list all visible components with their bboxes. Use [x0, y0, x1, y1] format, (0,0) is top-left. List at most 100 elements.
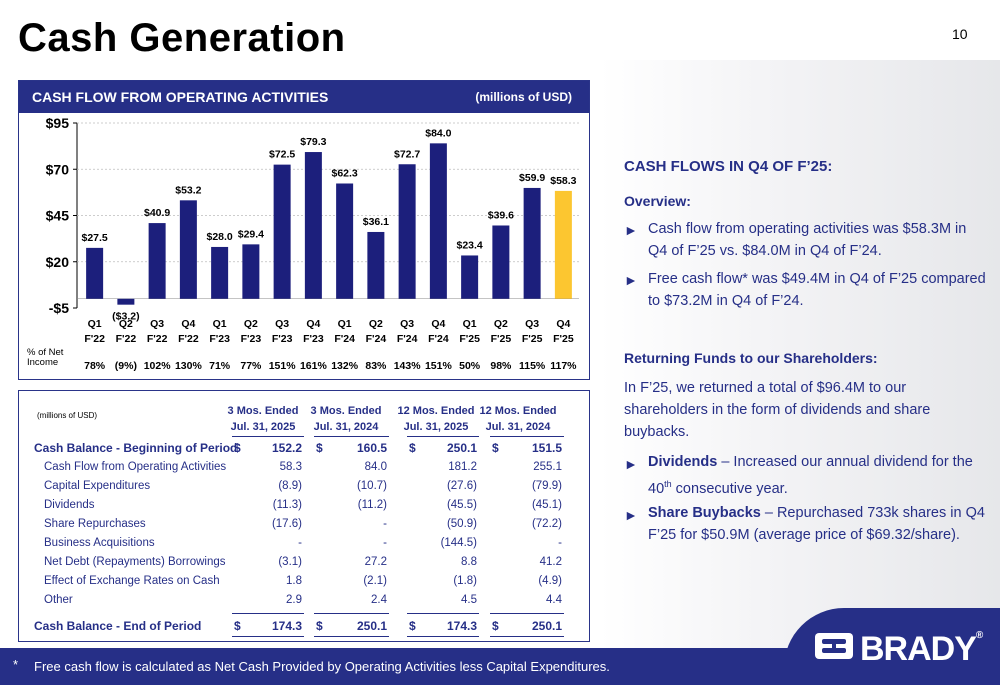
pct-net-income-value: 50%: [459, 360, 481, 372]
table-cell-value: (1.8): [453, 575, 477, 587]
bar-value-label: $62.3: [331, 167, 357, 179]
table-cell-value: 152.2: [271, 441, 302, 455]
pct-net-income-value: (9%): [115, 360, 137, 372]
table-row-label: Cash Flow from Operating Activities: [44, 461, 227, 473]
column-header-line2: Jul. 31, 2024: [485, 421, 551, 433]
x-tick-label: Q1: [88, 318, 102, 330]
x-tick-label: Q4: [306, 318, 320, 330]
dollar-sign: $: [409, 619, 416, 633]
table-cell-value: 160.5: [356, 441, 387, 455]
right-heading: CASH FLOWS IN Q4 OF F’25:: [624, 158, 833, 175]
table-cell-value: (10.7): [356, 480, 387, 492]
bar-value-label: ($3.2): [112, 311, 139, 323]
dividends-sup: th: [664, 479, 672, 489]
brady-logo-text: BRADY®: [860, 630, 983, 669]
column-header-line2: Jul. 31, 2024: [313, 421, 379, 433]
table-cell-value: 27.2: [364, 556, 387, 568]
x-tick-label: F'23: [272, 333, 293, 345]
table-cell-value: (50.9): [446, 518, 477, 530]
column-header-line2: Jul. 31, 2025: [403, 421, 469, 433]
bar-value-label: $36.1: [363, 216, 389, 228]
x-tick-label: Q4: [181, 318, 195, 330]
x-tick-label: F'24: [397, 333, 418, 345]
total-double-underline: [314, 636, 389, 637]
table-row-label: Business Acquisitions: [44, 537, 155, 549]
table-cell-value: 41.2: [539, 556, 562, 568]
x-tick-label: F'23: [209, 333, 230, 345]
table-cell-value: (72.2): [531, 518, 562, 530]
table-cell-value: 174.3: [271, 619, 302, 633]
pct-net-income-value: 98%: [490, 360, 512, 372]
total-underline: [232, 613, 304, 614]
pct-net-income-value: 151%: [269, 360, 297, 372]
bar: [492, 225, 510, 299]
table-cell-value: (45.1): [531, 499, 562, 511]
pct-net-income-value: 83%: [365, 360, 387, 372]
table-units: (millions of USD): [37, 411, 98, 420]
pct-net-income-value: 132%: [331, 360, 359, 372]
buybacks-text: – Repurchased 733k shares in Q4 F’25 for…: [648, 505, 985, 543]
pct-net-income-value: 143%: [394, 360, 422, 372]
bar: [429, 143, 447, 299]
table-row-label: Capital Expenditures: [44, 480, 151, 492]
x-tick-label: Q2: [369, 318, 383, 330]
dividends-bold: Dividends: [648, 454, 718, 470]
x-tick-label: F'24: [366, 333, 387, 345]
table-cell-value: -: [383, 518, 387, 530]
dividends-text-b: consecutive year.: [671, 480, 788, 497]
table-cell-value: 84.0: [364, 461, 387, 473]
bar: [554, 190, 572, 299]
x-tick-label: F'22: [178, 333, 199, 345]
total-double-underline: [232, 636, 304, 637]
dollar-sign: $: [316, 441, 323, 455]
x-tick-label: Q2: [494, 318, 508, 330]
y-tick-label: -$5: [49, 300, 69, 316]
bullet-icon: ►: [624, 222, 638, 238]
bullet-icon: ►: [624, 272, 638, 288]
returning-heading: Returning Funds to our Shareholders:: [624, 350, 878, 366]
table-cell-value: 8.8: [461, 556, 477, 568]
bar-value-label: $40.9: [144, 207, 170, 219]
bar: [398, 164, 416, 299]
background-gradient: [600, 60, 1000, 685]
bar: [148, 223, 166, 299]
table-cell-value: -: [558, 537, 562, 549]
table-row-label: Cash Balance - End of Period: [34, 619, 202, 633]
pct-net-income-value: 161%: [300, 360, 328, 372]
dollar-sign: $: [234, 441, 241, 455]
x-tick-label: F'22: [147, 333, 168, 345]
chart-title: CASH FLOW FROM OPERATING ACTIVITIES: [32, 89, 329, 105]
x-tick-label: Q3: [525, 318, 539, 330]
table-row-label: Effect of Exchange Rates on Cash: [44, 575, 220, 587]
pct-net-income-value: 115%: [519, 360, 546, 372]
total-underline: [490, 613, 564, 614]
bar: [367, 231, 385, 299]
y-tick-label: $95: [46, 115, 70, 131]
x-tick-label: Q3: [150, 318, 164, 330]
bar-value-label: $29.4: [238, 228, 264, 240]
pct-net-income-label: % of Net Income: [27, 348, 63, 368]
x-tick-label: F'25: [459, 333, 480, 345]
table-cell-value: 250.1: [356, 619, 387, 633]
dollar-sign: $: [409, 441, 416, 455]
bar: [304, 152, 322, 299]
table-cell-value: (17.6): [271, 518, 302, 530]
chart-header: CASH FLOW FROM OPERATING ACTIVITIES (mil…: [19, 81, 589, 113]
table-cell-value: 58.3: [279, 461, 302, 473]
x-tick-label: F'25: [553, 333, 574, 345]
buybacks-bold: Share Buybacks: [648, 505, 761, 521]
table-row-label: Net Debt (Repayments) Borrowings: [44, 556, 226, 568]
header-underline: [490, 436, 564, 437]
brady-logo-reg: ®: [975, 630, 983, 641]
table-cell-value: 255.1: [533, 461, 562, 473]
table-row-label: Share Repurchases: [44, 518, 146, 530]
page-title: Cash Generation: [18, 16, 346, 60]
x-tick-label: Q1: [463, 318, 477, 330]
table-cell-value: (11.3): [272, 499, 302, 511]
table-cell-value: 151.5: [531, 441, 562, 455]
bar-value-label: $27.5: [81, 232, 107, 244]
footnote-star: *: [13, 657, 19, 672]
bar: [336, 183, 354, 299]
footnote-text: Free cash flow is calculated as Net Cash…: [34, 659, 610, 674]
table-cell-value: (2.1): [363, 575, 387, 587]
